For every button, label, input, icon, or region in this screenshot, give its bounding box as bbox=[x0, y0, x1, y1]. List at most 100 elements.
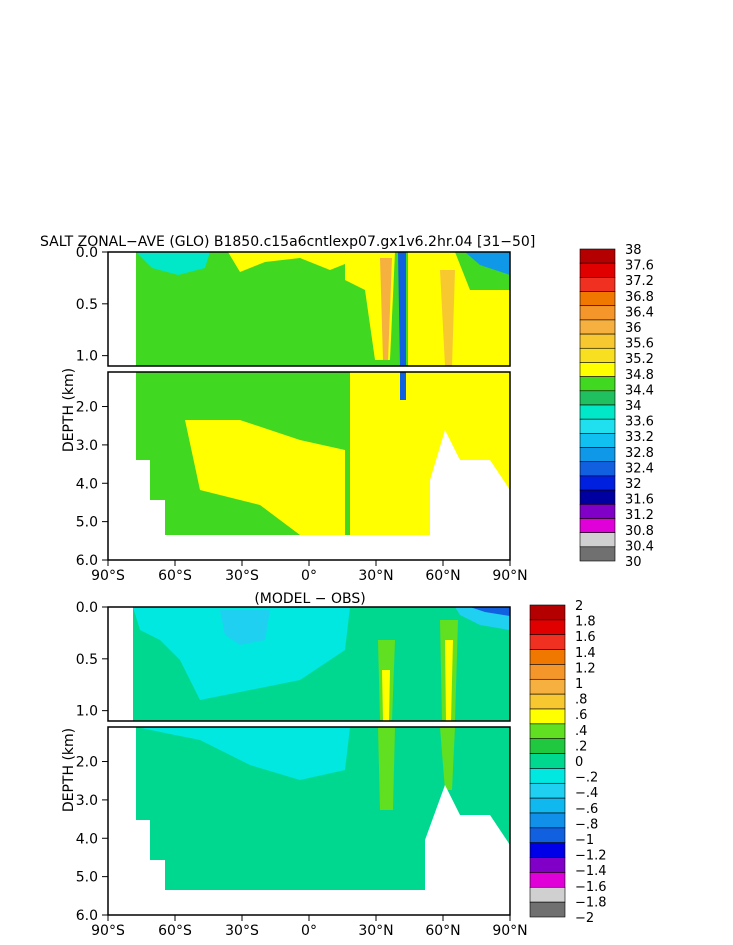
y-tick-label: 3.0 bbox=[76, 793, 98, 809]
colorbar-swatch bbox=[529, 827, 566, 844]
x-tick-label: 0° bbox=[301, 568, 317, 584]
contour-fill bbox=[445, 640, 453, 721]
colorbar-swatch bbox=[579, 433, 616, 448]
y-tick-label: 0.5 bbox=[76, 652, 98, 668]
colorbar-swatch bbox=[579, 447, 616, 463]
x-tick-label: 90°S bbox=[91, 568, 125, 584]
colorbar-swatch bbox=[579, 461, 616, 477]
x-tick-label: 90°N bbox=[492, 568, 527, 584]
colorbar-swatch bbox=[579, 546, 616, 562]
colorbar-label: −1 bbox=[575, 833, 594, 848]
x-tick-label: 0° bbox=[301, 923, 317, 939]
colorbar-label: 31.2 bbox=[625, 508, 654, 523]
contour-fill bbox=[185, 420, 345, 535]
y-tick-label: 6.0 bbox=[76, 553, 98, 569]
x-tick-label: 60°N bbox=[425, 568, 460, 584]
colorbar-label: −1.8 bbox=[575, 895, 607, 910]
colorbar-label: 35.2 bbox=[625, 352, 654, 367]
colorbar-swatch bbox=[529, 797, 566, 814]
colorbar-label: .8 bbox=[575, 693, 587, 708]
plot-frame-upper bbox=[107, 606, 511, 722]
colorbar-label: .6 bbox=[575, 708, 587, 723]
colorbar-label: 34 bbox=[625, 399, 642, 414]
contour-fill bbox=[400, 372, 406, 400]
colorbar-swatch bbox=[529, 857, 566, 873]
colorbar-label: −1.6 bbox=[575, 880, 607, 895]
colorbar-swatch bbox=[529, 678, 566, 695]
colorbar-swatch bbox=[529, 634, 566, 650]
y-tick-label: 0.5 bbox=[76, 297, 98, 313]
colorbar: 3837.637.236.836.43635.635.234.834.43433… bbox=[579, 243, 654, 570]
colorbar-label: −2 bbox=[575, 911, 594, 926]
x-tick-label: 90°N bbox=[492, 923, 527, 939]
colorbar-label: 38 bbox=[625, 243, 642, 258]
colorbar-swatch bbox=[579, 262, 616, 278]
y-ticks: 0.0 0.5 1.0 2.0 3.0 4.0 5.0 6.0 bbox=[76, 245, 108, 569]
colorbar-swatch bbox=[529, 842, 566, 858]
colorbar-label: .2 bbox=[575, 739, 587, 754]
colorbar-label: .4 bbox=[575, 724, 587, 739]
y-tick-label: 6.0 bbox=[76, 908, 98, 924]
colorbar-label: −1.2 bbox=[575, 849, 607, 864]
x-tick-label: 60°N bbox=[425, 923, 460, 939]
y-tick-label: 4.0 bbox=[76, 831, 98, 847]
colorbar-swatch bbox=[579, 248, 616, 264]
colorbar-label: −.2 bbox=[575, 771, 598, 786]
colorbar-swatch bbox=[579, 518, 616, 533]
contour-fill bbox=[378, 727, 395, 810]
y-tick-label: 0.0 bbox=[76, 600, 98, 616]
colorbar-swatch bbox=[579, 532, 616, 548]
x-tick-label: 30°N bbox=[358, 568, 393, 584]
y-tick-label: 0.0 bbox=[76, 245, 98, 261]
contour-fill bbox=[136, 727, 350, 780]
colorbar-label: 36.8 bbox=[625, 290, 654, 305]
colorbar-swatch bbox=[529, 664, 566, 680]
colorbar-label: 36.4 bbox=[625, 305, 654, 320]
x-tick-label: 30°N bbox=[358, 923, 393, 939]
colorbar-label: 2 bbox=[575, 599, 583, 614]
x-tick-label: 30°S bbox=[225, 923, 259, 939]
y-tick-label: 2.0 bbox=[76, 400, 98, 416]
y-axis-label: DEPTH (km) bbox=[61, 368, 77, 452]
colorbar-label: −.4 bbox=[575, 786, 598, 801]
colorbar-label: 33.6 bbox=[625, 415, 654, 430]
colorbar: 21.81.61.41.21.8.6.4.20−.2−.4−.6−.8−1−1.… bbox=[529, 599, 607, 926]
colorbar-swatch bbox=[579, 489, 616, 505]
y-tick-label: 5.0 bbox=[76, 515, 98, 531]
ocean-floor-mask bbox=[136, 430, 510, 560]
colorbar-swatch bbox=[529, 901, 566, 918]
colorbar-label: 32.4 bbox=[625, 461, 654, 476]
colorbar-swatch bbox=[579, 390, 616, 406]
y-tick-label: 5.0 bbox=[76, 870, 98, 886]
colorbar-swatch bbox=[579, 333, 616, 349]
contour-fill bbox=[136, 252, 210, 275]
colorbar-label: 36 bbox=[625, 321, 642, 336]
colorbar-swatch bbox=[579, 404, 616, 420]
colorbar-label: 37.6 bbox=[625, 259, 654, 274]
y-tick-label: 1.0 bbox=[76, 349, 98, 365]
contour-fill bbox=[398, 252, 406, 366]
land-mask-upper bbox=[108, 252, 136, 366]
panel-difference: (MODEL − OBS) DEPTH (km) 0.0 0.5 1.0 2.0 3.0… bbox=[61, 591, 607, 939]
colorbar-swatch bbox=[579, 305, 616, 321]
colorbar-label: 1.6 bbox=[575, 630, 596, 645]
x-tick-label: 60°S bbox=[158, 568, 192, 584]
colorbar-swatch bbox=[529, 693, 566, 710]
colorbar-label: 37.2 bbox=[625, 274, 654, 289]
land-mask-lower bbox=[108, 372, 136, 560]
colorbar-swatch bbox=[579, 362, 616, 377]
colorbar-swatch bbox=[529, 872, 566, 888]
colorbar-swatch bbox=[579, 503, 616, 519]
colorbar-label: 32 bbox=[625, 477, 642, 492]
contour-fill bbox=[220, 610, 270, 645]
colorbar-label: 0 bbox=[575, 755, 583, 770]
contour-fill bbox=[465, 252, 510, 275]
colorbar-label: 35.6 bbox=[625, 337, 654, 352]
colorbar-swatch bbox=[529, 708, 566, 725]
colorbar-swatch bbox=[529, 738, 566, 754]
colorbar-label: 30 bbox=[625, 555, 642, 570]
y-tick-label: 2.0 bbox=[76, 755, 98, 771]
land-mask-lower bbox=[108, 727, 136, 915]
colorbar-swatch bbox=[529, 753, 566, 769]
colorbar-swatch bbox=[579, 277, 616, 292]
